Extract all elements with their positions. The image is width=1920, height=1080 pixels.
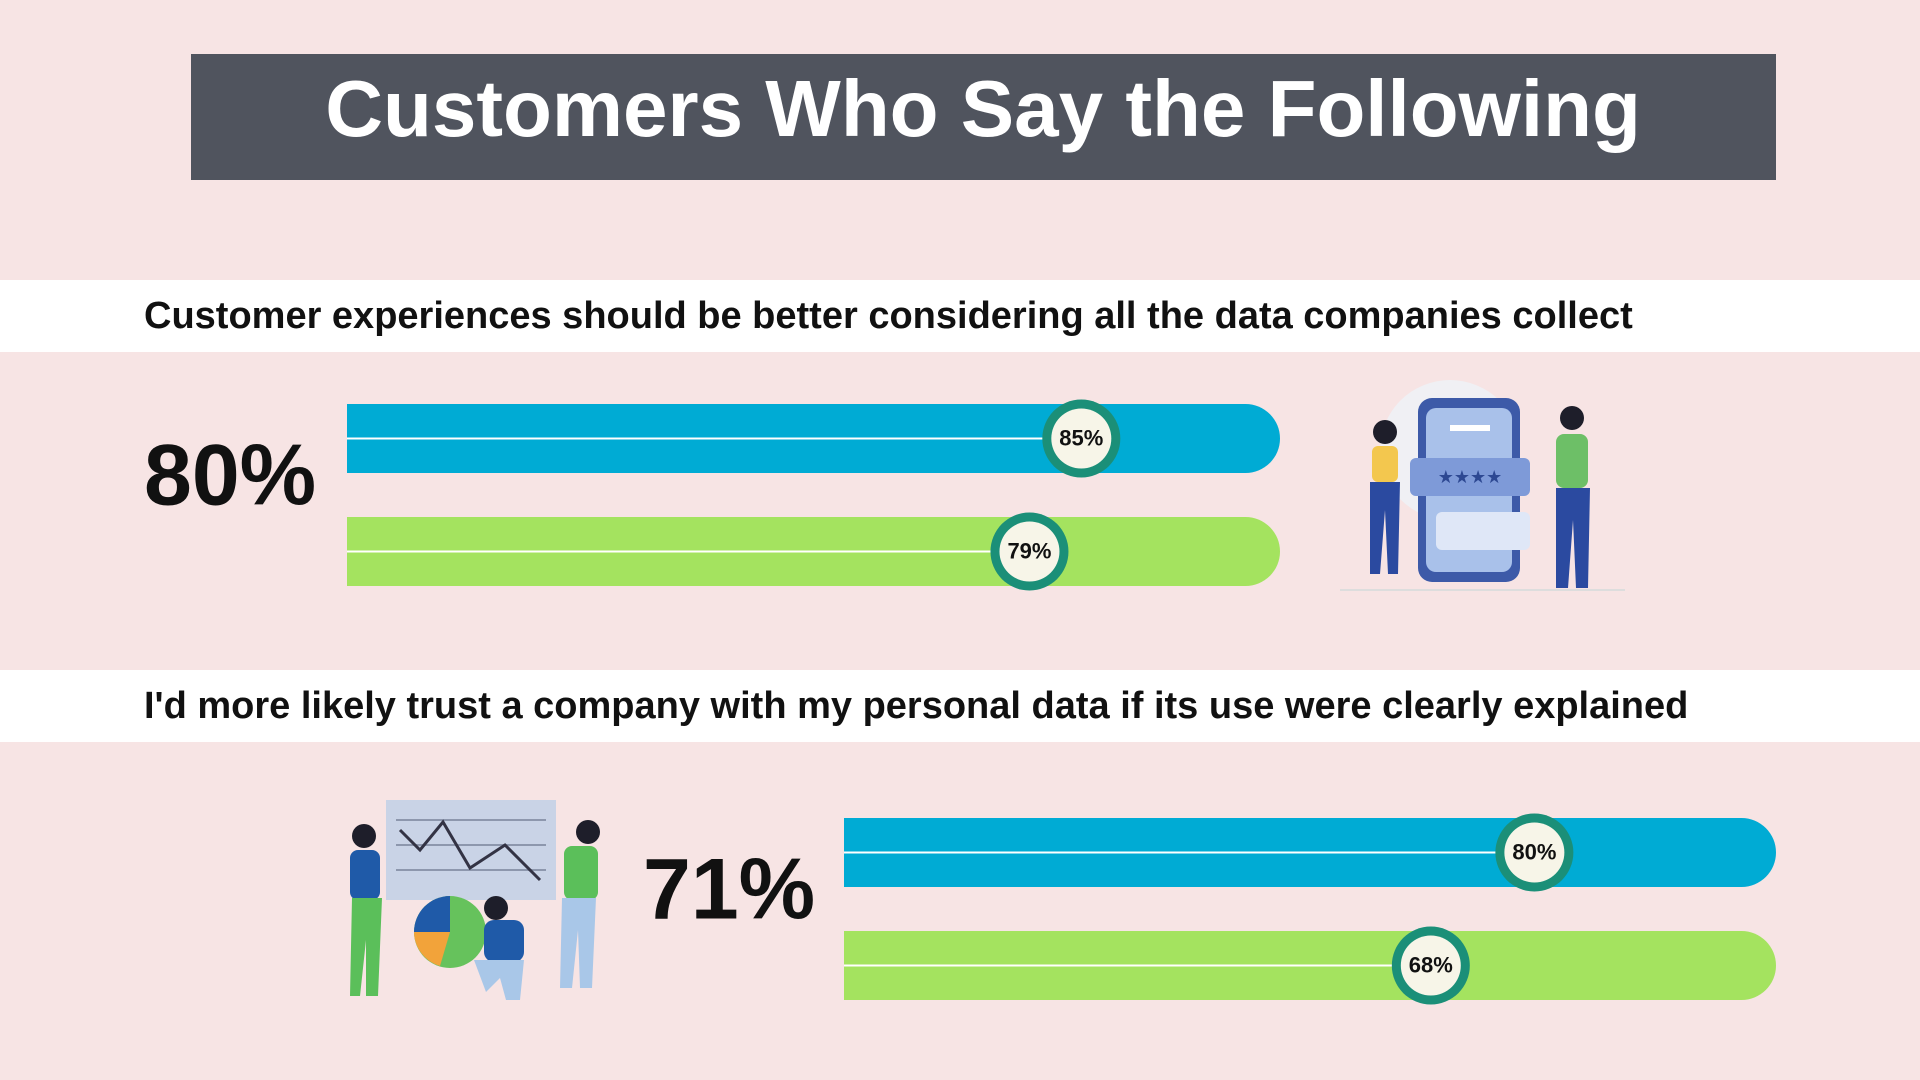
value-label: 80% xyxy=(1512,839,1556,864)
section: Customer experiences should be better co… xyxy=(0,280,1920,591)
illustration-team xyxy=(350,800,600,1000)
statement-band xyxy=(0,280,1920,352)
marker-inner xyxy=(1400,935,1461,996)
statement: I'd more likely trust a company with my … xyxy=(144,685,1688,727)
title: Customers Who Say the Following xyxy=(325,64,1641,153)
value-label: 68% xyxy=(1409,952,1453,977)
title-box xyxy=(191,54,1776,180)
illustration-review: ★★★★ xyxy=(1340,380,1625,591)
headline: 71% xyxy=(643,842,815,938)
section: I'd more likely trust a company with my … xyxy=(0,670,1920,1005)
headline: 80% xyxy=(144,428,316,524)
statement-band xyxy=(0,670,1920,742)
marker-inner xyxy=(999,521,1060,582)
value-label: 85% xyxy=(1059,425,1103,450)
marker-inner xyxy=(1051,408,1112,469)
statement: Customer experiences should be better co… xyxy=(144,295,1633,337)
svg-text:★★★★: ★★★★ xyxy=(1438,467,1503,487)
marker-inner xyxy=(1504,822,1565,883)
value-label: 79% xyxy=(1007,538,1051,563)
